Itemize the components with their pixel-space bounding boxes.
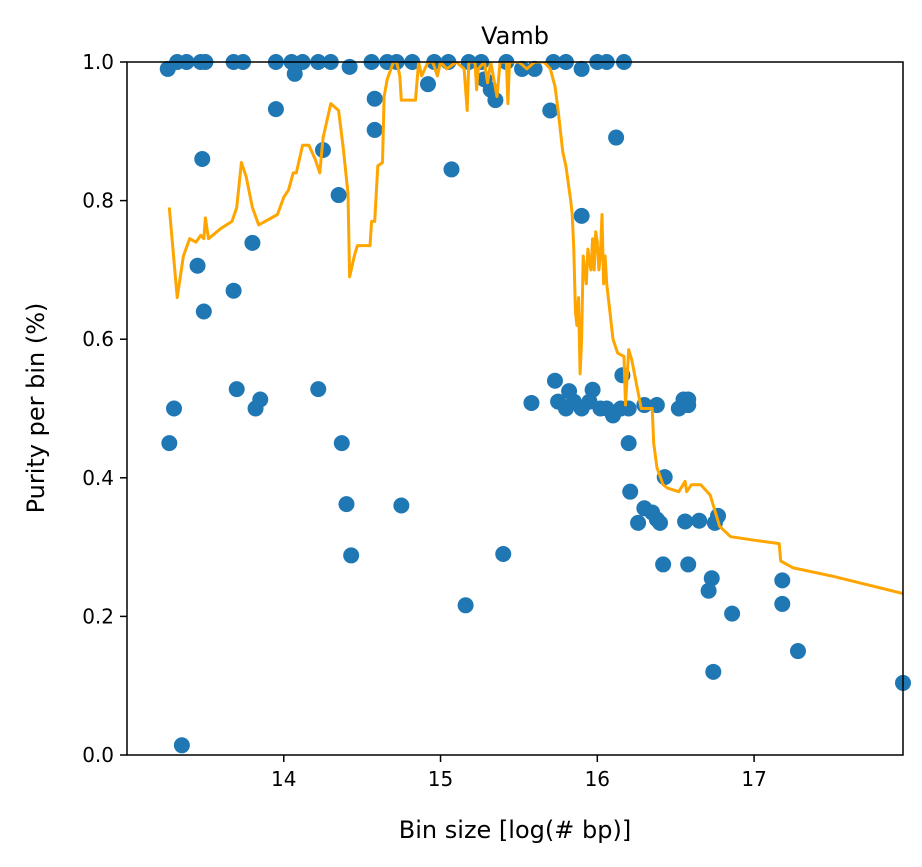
data-point <box>195 303 212 320</box>
data-point <box>620 435 637 452</box>
y-axis: 0.0 0.2 0.4 0.6 0.8 1.0 <box>82 50 127 767</box>
data-point <box>620 400 637 417</box>
y-tick-label: 1.0 <box>82 50 114 74</box>
data-point <box>680 556 697 573</box>
x-tick-label: 15 <box>428 767 453 791</box>
x-tick-label: 14 <box>271 767 296 791</box>
data-point <box>703 570 720 587</box>
data-point <box>680 397 697 414</box>
x-tick-label: 16 <box>585 767 610 791</box>
data-point <box>338 496 355 513</box>
scatter-series <box>159 54 911 754</box>
data-point <box>286 65 303 82</box>
data-point <box>166 400 183 417</box>
data-point <box>443 161 460 178</box>
data-point <box>310 381 327 398</box>
data-point <box>267 101 284 118</box>
data-point <box>542 102 559 119</box>
data-point <box>705 663 722 680</box>
trend-line <box>167 62 903 595</box>
data-point <box>774 595 791 612</box>
data-point <box>225 282 242 299</box>
data-point <box>573 60 590 77</box>
data-point <box>573 207 590 224</box>
data-point <box>789 643 806 660</box>
y-tick-label: 0.0 <box>82 743 114 767</box>
y-axis-label: Purity per bin (%) <box>22 303 50 514</box>
chart-title: Vamb <box>481 22 549 50</box>
data-point <box>495 546 512 563</box>
data-point <box>691 512 708 529</box>
y-tick-label: 0.8 <box>82 189 114 213</box>
data-point <box>655 556 672 573</box>
data-point <box>189 257 206 274</box>
data-point <box>419 76 436 93</box>
data-point <box>341 58 358 75</box>
data-point <box>652 514 669 531</box>
plot-area <box>126 54 911 756</box>
x-axis-label: Bin size [log(# bp)] <box>399 816 631 844</box>
y-tick-label: 0.2 <box>82 604 114 628</box>
data-point <box>774 572 791 589</box>
data-point <box>630 514 647 531</box>
x-tick-label: 17 <box>741 767 766 791</box>
plot-frame <box>126 61 904 756</box>
data-point <box>700 582 717 599</box>
data-point <box>677 513 694 530</box>
data-point <box>333 435 350 452</box>
data-point <box>161 435 178 452</box>
data-point <box>194 151 211 168</box>
data-point <box>457 597 474 614</box>
data-point <box>608 129 625 146</box>
data-point <box>228 381 245 398</box>
data-point <box>366 90 383 107</box>
data-point <box>622 483 639 500</box>
data-point <box>244 234 261 251</box>
data-point <box>173 737 190 754</box>
y-tick-label: 0.4 <box>82 466 114 490</box>
data-point <box>330 187 347 204</box>
y-tick-label: 0.6 <box>82 327 114 351</box>
x-axis: 14 15 16 17 <box>271 755 767 791</box>
data-point <box>523 394 540 411</box>
data-point <box>724 605 741 622</box>
data-point <box>546 372 563 389</box>
data-point <box>343 547 360 564</box>
data-point <box>487 92 504 109</box>
data-point <box>514 60 531 77</box>
data-point <box>366 121 383 138</box>
data-point <box>247 400 264 417</box>
data-point <box>393 497 410 514</box>
